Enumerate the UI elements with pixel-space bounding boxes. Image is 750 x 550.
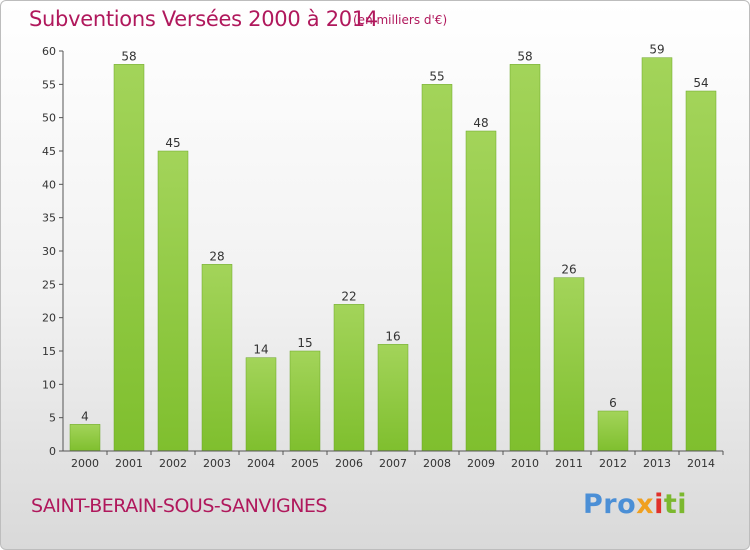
y-tick-label: 55 xyxy=(42,78,56,91)
x-tick-label: 2002 xyxy=(159,457,187,470)
data-label-2002: 45 xyxy=(165,136,180,150)
x-tick-label: 2004 xyxy=(247,457,275,470)
data-label-2000: 4 xyxy=(81,409,89,423)
data-label-2011: 26 xyxy=(561,263,576,277)
y-tick-label: 60 xyxy=(42,45,56,58)
data-label-2001: 58 xyxy=(121,49,136,63)
bar-2008 xyxy=(421,84,453,452)
y-tick-label: 35 xyxy=(42,212,56,225)
data-label-2010: 58 xyxy=(517,49,532,63)
bar-2006 xyxy=(333,304,365,452)
chart-title: Subventions Versées 2000 à 2014 xyxy=(29,7,378,31)
y-tick-label: 40 xyxy=(42,178,56,191)
x-tick-label: 2011 xyxy=(555,457,583,470)
data-label-2009: 48 xyxy=(473,116,488,130)
y-tick-label: 25 xyxy=(42,278,56,291)
y-tick-label: 5 xyxy=(49,412,56,425)
data-label-2013: 59 xyxy=(649,43,664,57)
logo-part-2: x xyxy=(636,489,655,520)
bar-2012 xyxy=(597,410,629,452)
bar-2011 xyxy=(553,277,585,452)
data-label-2004: 14 xyxy=(253,343,268,357)
data-label-2006: 22 xyxy=(341,289,356,303)
x-tick-label: 2009 xyxy=(467,457,495,470)
data-label-2008: 55 xyxy=(429,69,444,83)
bar-2007 xyxy=(377,344,409,452)
labels-layer: 0 5 10 15 20 25 30 35 40 45 50 55 60 2000 4 2001 58 2002 4… xyxy=(42,43,715,470)
data-label-2012: 6 xyxy=(609,396,617,410)
bar-2004 xyxy=(245,357,277,452)
axes xyxy=(59,50,724,455)
bar-2009 xyxy=(465,130,497,452)
x-tick-label: 2000 xyxy=(71,457,99,470)
bar-2003 xyxy=(201,264,233,452)
x-tick-label: 2006 xyxy=(335,457,363,470)
y-tick-label: 15 xyxy=(42,345,56,358)
bar-2000 xyxy=(69,424,101,452)
proxiti-logo: Proxiti xyxy=(583,489,687,520)
bar-2013 xyxy=(641,57,673,452)
x-tick-label: 2012 xyxy=(599,457,627,470)
x-tick-label: 2013 xyxy=(643,457,671,470)
bar-2002 xyxy=(157,150,189,452)
data-label-2003: 28 xyxy=(209,249,224,263)
y-tick-label: 0 xyxy=(49,445,56,458)
bar-2005 xyxy=(289,350,321,452)
data-label-2005: 15 xyxy=(297,336,312,350)
logo-part-1: Pro xyxy=(583,489,637,520)
y-tick-label: 45 xyxy=(42,145,56,158)
data-label-2014: 54 xyxy=(693,76,708,90)
x-tick-label: 2008 xyxy=(423,457,451,470)
chart-subtitle: (en milliers d'€) xyxy=(353,13,448,27)
logo-part-4: ti xyxy=(663,489,688,520)
commune-name: SAINT-BERAIN-SOUS-SANVIGNES xyxy=(31,495,327,517)
bar-2014 xyxy=(685,90,717,452)
y-tick-label: 30 xyxy=(42,245,56,258)
x-tick-label: 2005 xyxy=(291,457,319,470)
y-tick-label: 50 xyxy=(42,112,56,125)
x-tick-label: 2014 xyxy=(687,457,715,470)
y-tick-label: 20 xyxy=(42,312,56,325)
logo-part-3: i xyxy=(654,489,664,520)
bars-layer xyxy=(69,57,717,452)
bar-2010 xyxy=(509,64,541,452)
x-tick-label: 2010 xyxy=(511,457,539,470)
x-tick-label: 2001 xyxy=(115,457,143,470)
x-tick-label: 2007 xyxy=(379,457,407,470)
y-tick-label: 10 xyxy=(42,378,56,391)
bar-2001 xyxy=(113,64,145,452)
x-tick-label: 2003 xyxy=(203,457,231,470)
data-label-2007: 16 xyxy=(385,329,400,343)
